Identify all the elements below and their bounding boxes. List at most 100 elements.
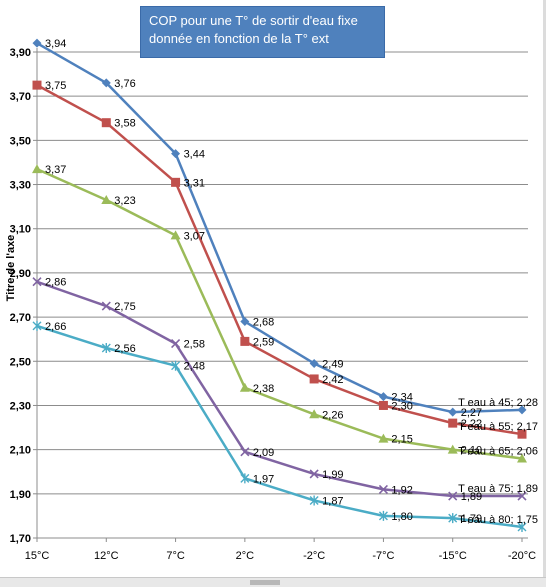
y-tick-label: 3,70: [10, 91, 31, 103]
data-label: 1,89: [461, 491, 482, 503]
data-label: 2,30: [391, 400, 412, 412]
data-point: [32, 164, 42, 174]
chart-title-line-1: COP pour une T° de sortir d'eau fixe: [149, 13, 358, 28]
data-point: [309, 469, 319, 479]
data-label: 2,38: [253, 383, 274, 395]
data-point: [171, 149, 181, 159]
data-label: 3,07: [184, 230, 205, 242]
data-point: [517, 491, 527, 501]
series-line: [36, 280, 522, 498]
data-point: [32, 320, 42, 331]
data-point: [240, 336, 250, 346]
data-point: [517, 453, 527, 463]
data-label: 3,94: [45, 38, 66, 50]
data-point: [32, 38, 42, 48]
data-point: [101, 118, 111, 128]
data-label: 2,66: [45, 321, 66, 333]
data-label: 2,42: [322, 374, 343, 386]
x-tick-label: -20°C: [508, 550, 536, 562]
data-label: 1,92: [391, 484, 412, 496]
data-label: T eau à 75; 1,89: [458, 483, 538, 495]
data-label: T eau à 45; 2,28: [458, 397, 538, 409]
window-edge: [543, 0, 546, 577]
series-line: [36, 84, 523, 436]
data-point: [171, 177, 181, 187]
y-tick-label: 2,10: [10, 445, 31, 457]
y-tick-label: 3,50: [10, 135, 31, 147]
data-label: 1,79: [461, 513, 482, 525]
scrollbar-thumb[interactable]: [250, 580, 280, 585]
data-point: [101, 301, 111, 311]
data-label: 2,59: [253, 336, 274, 348]
data-label: 3,75: [45, 80, 66, 92]
y-tick-label: 3,30: [10, 180, 31, 192]
data-point: [101, 195, 112, 205]
data-point: [448, 418, 458, 428]
x-tick-label: 15°C: [25, 550, 50, 562]
chart-title: COP pour une T° de sortir d'eau fixe don…: [140, 6, 385, 58]
y-axis-title: Titre de l'axe: [5, 234, 17, 302]
data-point: [378, 510, 388, 521]
data-point: [101, 78, 111, 88]
data-point: [378, 433, 389, 443]
data-point: [309, 374, 319, 384]
data-point: [32, 277, 42, 287]
data-label: T eau à 65; 2,06: [458, 445, 538, 457]
series-line: [36, 324, 523, 529]
x-tick-label: 2°C: [236, 550, 255, 562]
data-point: [240, 447, 250, 457]
data-point: [448, 491, 458, 501]
data-label: 2,10: [461, 445, 482, 457]
data-label: 3,58: [114, 118, 135, 130]
data-point: [101, 343, 111, 354]
data-point: [309, 495, 319, 506]
horizontal-scrollbar[interactable]: [0, 577, 546, 587]
data-point: [309, 358, 319, 368]
y-tick-label: 2,70: [10, 312, 31, 324]
data-label: 1,80: [391, 511, 412, 523]
data-label: 2,86: [45, 277, 66, 289]
data-label: 2,75: [114, 301, 135, 313]
x-tick-label: 7°C: [166, 550, 185, 562]
data-point: [517, 521, 527, 532]
data-label: 2,26: [322, 409, 343, 421]
data-point: [171, 360, 181, 371]
data-point: [448, 407, 458, 417]
data-label: 1,97: [253, 473, 274, 485]
data-point: [517, 429, 527, 439]
y-tick-label: 3,90: [10, 47, 31, 59]
data-label: T eau à 80; 1,75: [458, 514, 538, 526]
data-label: 2,09: [253, 447, 274, 459]
data-point: [170, 230, 181, 240]
data-point: [240, 473, 250, 484]
chart-title-line-2: donnée en fonction de la T° ext: [149, 31, 329, 46]
data-label: 3,37: [45, 164, 66, 176]
data-label: 2,68: [253, 317, 274, 329]
data-label: 3,44: [184, 149, 205, 161]
data-label: 2,27: [461, 407, 482, 419]
data-point: [309, 409, 320, 419]
series-line: [36, 167, 523, 460]
data-label: 3,23: [114, 195, 135, 207]
data-label: 1,99: [322, 469, 343, 481]
y-tick-label: 2,90: [10, 268, 31, 280]
y-tick-label: 2,50: [10, 356, 31, 368]
x-tick-label: -15°C: [439, 550, 467, 562]
data-label: 2,56: [114, 343, 135, 355]
x-tick-label: -2°C: [303, 550, 325, 562]
x-tick-label: 12°C: [94, 550, 119, 562]
data-label: 2,58: [184, 339, 205, 351]
data-point: [517, 405, 527, 415]
y-tick-label: 1,90: [10, 489, 31, 501]
data-point: [378, 392, 388, 402]
data-point: [239, 382, 250, 392]
data-label: 2,49: [322, 358, 343, 370]
data-label: 3,31: [184, 177, 205, 189]
data-point: [171, 339, 181, 349]
data-label: 2,48: [184, 361, 205, 373]
data-label: T eau à 55; 2,17: [458, 421, 538, 433]
data-label: 2,22: [461, 418, 482, 430]
y-tick-label: 3,10: [10, 224, 31, 236]
y-tick-label: 1,70: [10, 533, 31, 545]
